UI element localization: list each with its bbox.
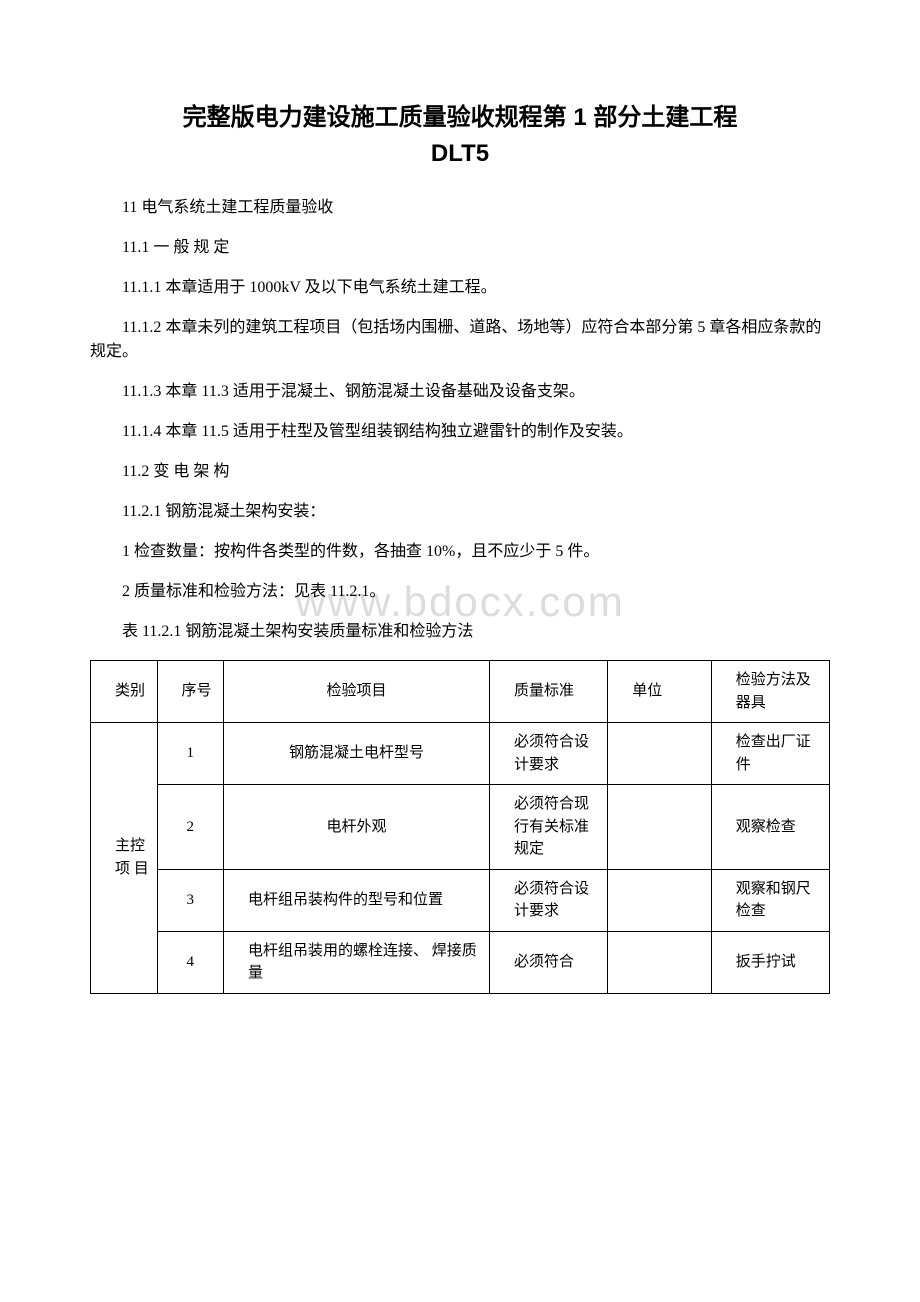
row-number: 1: [157, 723, 224, 785]
row-method: 观察检查: [711, 785, 829, 870]
title-line-1: 完整版电力建设施工质量验收规程第 1 部分土建工程: [183, 104, 738, 131]
row-unit: [608, 785, 711, 870]
paragraph: 11 电气系统土建工程质量验收: [90, 196, 830, 220]
row-method: 观察和钢尺检查: [711, 869, 829, 931]
table-row: 4 电杆组吊装用的螺栓连接、 焊接质量 必须符合 扳手拧试: [91, 931, 830, 993]
header-standard: 质量标准: [490, 661, 608, 723]
category-cell: 主控 项 目: [91, 723, 158, 994]
row-number: 4: [157, 931, 224, 993]
header-category: 类别: [91, 661, 158, 723]
row-standard: 必须符合设计要求: [490, 869, 608, 931]
row-standard: 必须符合: [490, 931, 608, 993]
row-method: 检查出厂证件: [711, 723, 829, 785]
paragraph: 11.2 变 电 架 构: [90, 460, 830, 484]
row-number: 2: [157, 785, 224, 870]
row-item: 钢筋混凝土电杆型号: [224, 723, 490, 785]
row-item: 电杆组吊装构件的型号和位置: [224, 869, 490, 931]
document-title: 完整版电力建设施工质量验收规程第 1 部分土建工程 DLT5: [90, 100, 830, 172]
paragraph: 11.1.1 本章适用于 1000kV 及以下电气系统土建工程。: [90, 276, 830, 300]
row-number: 3: [157, 869, 224, 931]
document-content: 完整版电力建设施工质量验收规程第 1 部分土建工程 DLT5 11 电气系统土建…: [90, 100, 830, 994]
table-row: 主控 项 目 1 钢筋混凝土电杆型号 必须符合设计要求 检查出厂证件: [91, 723, 830, 785]
row-item: 电杆外观: [224, 785, 490, 870]
table-caption: 表 11.2.1 钢筋混凝土架构安装质量标准和检验方法: [90, 620, 830, 644]
paragraph: 11.1 一 般 规 定: [90, 236, 830, 260]
table-row: 2 电杆外观 必须符合现行有关标准规定 观察检查: [91, 785, 830, 870]
paragraph: 11.1.2 本章未列的建筑工程项目（包括场内围栅、道路、场地等）应符合本部分第…: [90, 316, 830, 364]
paragraph: 11.1.4 本章 11.5 适用于柱型及管型组装钢结构独立避雷针的制作及安装。: [90, 420, 830, 444]
paragraph: 2 质量标准和检验方法：见表 11.2.1。: [90, 580, 830, 604]
header-method: 检验方法及器具: [711, 661, 829, 723]
header-number: 序号: [157, 661, 224, 723]
row-item: 电杆组吊装用的螺栓连接、 焊接质量: [224, 931, 490, 993]
paragraph: 11.1.3 本章 11.3 适用于混凝土、钢筋混凝土设备基础及设备支架。: [90, 380, 830, 404]
paragraph: 11.2.1 钢筋混凝土架构安装：: [90, 500, 830, 524]
paragraph: 1 检查数量：按构件各类型的件数，各抽查 10%，且不应少于 5 件。: [90, 540, 830, 564]
row-method: 扳手拧试: [711, 931, 829, 993]
row-unit: [608, 931, 711, 993]
table-header-row: 类别 序号 检验项目 质量标准 单位 检验方法及器具: [91, 661, 830, 723]
header-item: 检验项目: [224, 661, 490, 723]
quality-standard-table: 类别 序号 检验项目 质量标准 单位 检验方法及器具 主控 项 目 1 钢筋混凝…: [90, 660, 830, 994]
row-unit: [608, 869, 711, 931]
title-line-2: DLT5: [431, 140, 489, 167]
row-unit: [608, 723, 711, 785]
table-row: 3 电杆组吊装构件的型号和位置 必须符合设计要求 观察和钢尺检查: [91, 869, 830, 931]
row-standard: 必须符合设计要求: [490, 723, 608, 785]
header-unit: 单位: [608, 661, 711, 723]
row-standard: 必须符合现行有关标准规定: [490, 785, 608, 870]
